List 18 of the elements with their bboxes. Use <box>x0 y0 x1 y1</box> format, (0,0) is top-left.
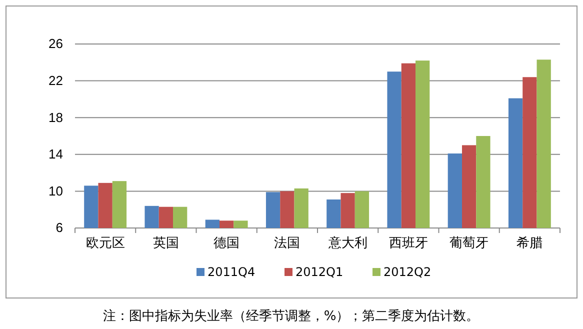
x-tick-label: 葡萄牙 <box>450 235 489 250</box>
legend-label: 2012Q2 <box>384 265 432 279</box>
x-tick-label: 英国 <box>152 235 179 250</box>
y-tick-label: 14 <box>48 146 63 162</box>
x-tick-label: 意大利 <box>327 235 368 250</box>
y-tick-label: 6 <box>56 220 63 236</box>
text: 注：图中指标为失业率（经季节调整，%）；第二季度为估计数。 <box>102 308 480 324</box>
x-tick-label: 德国 <box>214 235 240 250</box>
legend-label: 2011Q4 <box>208 265 256 279</box>
x-tick-label: 法国 <box>274 235 300 250</box>
x-tick-label: 希腊 <box>516 235 543 250</box>
y-tick-label: 22 <box>48 72 63 88</box>
legend-label: 2012Q1 <box>296 265 344 279</box>
y-tick-label: 18 <box>48 110 63 125</box>
y-tick-label: 10 <box>48 183 63 198</box>
y-tick-label: 26 <box>48 36 63 52</box>
x-tick-label: 欧元区 <box>86 235 125 250</box>
x-tick-label: 西班牙 <box>388 235 428 250</box>
